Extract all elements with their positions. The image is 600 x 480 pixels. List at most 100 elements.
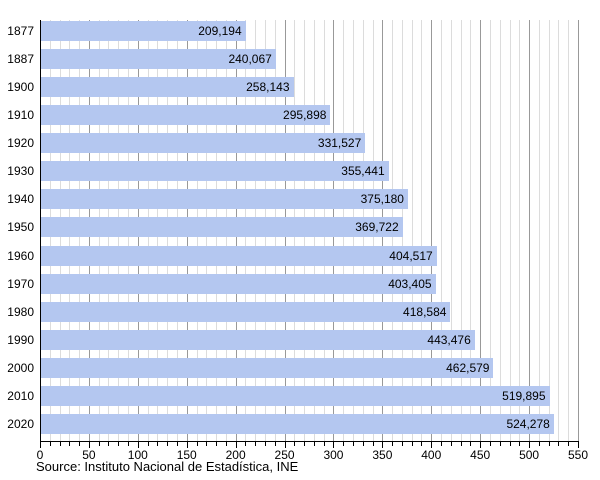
x-tick-major (235, 442, 237, 448)
x-tick-label: 400 (421, 448, 442, 462)
bar-2020: 524,278 (41, 413, 554, 434)
bar-value-label: 519,895 (502, 388, 546, 403)
bar-1887: 240,067 (41, 49, 276, 70)
x-axis (40, 441, 579, 442)
bar-value-label: 418,584 (403, 304, 447, 319)
x-tick-minor (362, 442, 364, 446)
gridline-minor (499, 20, 501, 441)
bar-1940: 375,180 (41, 189, 408, 210)
bar-value-label: 209,194 (198, 24, 242, 38)
x-tick-minor (392, 442, 394, 446)
x-tick-label: 450 (470, 448, 491, 462)
y-tick-label-year: 2020 (7, 416, 34, 431)
x-tick-minor (157, 442, 159, 446)
y-tick-label-year: 2000 (7, 360, 34, 375)
gridline-minor (509, 20, 511, 441)
x-tick-minor (372, 442, 374, 446)
x-tick-minor (128, 442, 130, 446)
y-tick-label-year: 1920 (7, 136, 34, 151)
bar-value-label: 240,067 (228, 52, 272, 67)
x-tick-major (578, 442, 579, 448)
bar-value-label: 369,722 (355, 220, 399, 235)
y-tick-label-year: 1990 (7, 332, 34, 347)
x-tick-minor (147, 442, 149, 446)
bar-value-label: 258,143 (246, 80, 290, 95)
gridline-minor (460, 20, 462, 441)
x-tick-label: 200 (225, 448, 246, 462)
x-tick-major (137, 442, 139, 448)
x-tick-minor (489, 442, 491, 446)
bar-1910: 295,898 (41, 105, 331, 126)
y-tick-label-year: 2010 (7, 388, 34, 403)
x-tick-major (382, 442, 384, 448)
y-tick-label-year: 1960 (7, 248, 34, 263)
y-tick-label-year: 1877 (7, 24, 34, 38)
bar-value-label: 375,180 (360, 192, 404, 207)
bar-1930: 355,441 (41, 161, 389, 182)
x-tick-minor (255, 442, 257, 446)
x-tick-minor (509, 442, 511, 446)
x-tick-minor (49, 442, 51, 446)
x-tick-minor (313, 442, 315, 446)
gridline-minor (470, 20, 472, 441)
gridline-minor (558, 20, 560, 441)
bar-1950: 369,722 (41, 217, 403, 238)
x-tick-major (333, 442, 335, 448)
y-tick-label-year: 1940 (7, 192, 34, 207)
x-tick-minor (450, 442, 452, 446)
x-tick-minor (353, 442, 355, 446)
x-tick-minor (59, 442, 61, 446)
gridline-major (529, 20, 531, 441)
gridline-minor (441, 20, 443, 441)
gridline-minor (519, 20, 521, 441)
x-tick-label: 300 (323, 448, 344, 462)
gridline-minor (489, 20, 491, 441)
x-tick-minor (401, 442, 403, 446)
bar-value-label: 355,441 (341, 164, 385, 179)
x-tick-major (88, 442, 90, 448)
x-tick-major (480, 442, 482, 448)
x-tick-minor (196, 442, 198, 446)
bar-2010: 519,895 (41, 385, 550, 406)
gridline-major (480, 20, 482, 441)
gridline-minor (450, 20, 452, 441)
bar-1877: 209,194 (41, 21, 246, 41)
x-tick-major (529, 442, 531, 448)
gridline-minor (411, 20, 413, 441)
bar-value-label: 462,579 (446, 360, 490, 375)
gridline-minor (548, 20, 550, 441)
bar-1990: 443,476 (41, 329, 475, 350)
y-tick-label-year: 1910 (7, 108, 34, 123)
x-tick-minor (225, 442, 227, 446)
bar-value-label: 404,517 (389, 248, 433, 263)
y-axis (40, 20, 41, 441)
gridline-minor (568, 20, 570, 441)
x-tick-minor (274, 442, 276, 446)
x-tick-minor (98, 442, 100, 446)
x-tick-label: 150 (176, 448, 197, 462)
x-tick-minor (167, 442, 169, 446)
gridline-major (578, 20, 579, 441)
x-tick-label: 0 (36, 448, 44, 462)
source-note: Source: Instituto Nacional de Estadístic… (36, 459, 299, 474)
x-tick-minor (411, 442, 413, 446)
x-tick-minor (69, 442, 71, 446)
x-tick-minor (519, 442, 521, 446)
x-tick-major (186, 442, 188, 448)
y-tick-label-year: 1980 (7, 304, 34, 319)
x-tick-minor (568, 442, 570, 446)
x-tick-label: 350 (372, 448, 393, 462)
x-tick-label: 100 (127, 448, 148, 462)
bar-value-label: 443,476 (427, 332, 471, 347)
x-tick-minor (548, 442, 550, 446)
x-tick-major (40, 442, 41, 448)
x-tick-label: 50 (82, 448, 96, 462)
bar-value-label: 331,527 (317, 136, 362, 151)
x-tick-major (284, 442, 286, 448)
bar-1980: 418,584 (41, 301, 451, 322)
x-tick-minor (421, 442, 423, 446)
x-tick-minor (470, 442, 472, 446)
x-tick-major (431, 442, 433, 448)
x-tick-minor (216, 442, 218, 446)
